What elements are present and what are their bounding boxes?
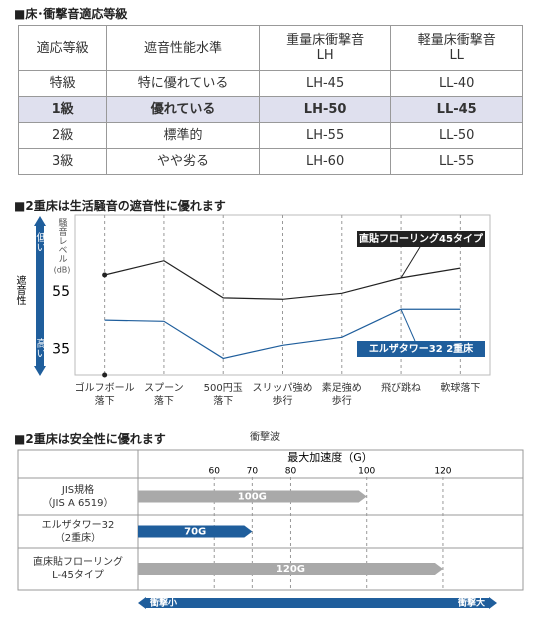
table-cell: LL-55 — [390, 148, 523, 175]
point — [102, 272, 108, 278]
axis-note: 遮音性 — [14, 274, 26, 306]
table-row: 特級 特に優れている LH-45 LL-40 — [17, 70, 523, 97]
table-cell: 特に優れている — [106, 70, 260, 97]
x-tick-label: 60 — [209, 467, 221, 477]
leader — [400, 309, 416, 342]
table-cell: LL-45 — [390, 96, 523, 123]
frame — [17, 449, 524, 591]
x-tick-label: 素足強め 歩行 — [321, 383, 362, 407]
grade-table: 適応等級 遮音性能水準 重量床衝撃音 LH 軽量床衝撃音 LL 特級 特に優れている LH-… — [17, 25, 523, 175]
x-tick-label: ゴルフボール 落下 — [74, 383, 135, 407]
row-label: エルザタワー32 （2重床） — [41, 519, 115, 544]
table-cell: 特級 — [17, 70, 108, 97]
bar — [138, 525, 253, 538]
y-label: 騒音レベル — [57, 218, 68, 263]
leader — [400, 246, 421, 279]
y-unit: (dB) — [54, 266, 71, 275]
table-cell: やや劣る — [106, 148, 260, 175]
section-title: ■2重床は生活騒音の遮音性に優れます — [14, 199, 226, 213]
table-cell: 標準的 — [106, 122, 260, 149]
x-tick-label: 120 — [434, 467, 451, 477]
row-label: 直床貼フローリング L-45タイプ — [33, 557, 123, 581]
table-cell: 優れている — [106, 96, 260, 123]
legend-label: エルザタワー32 2重床 — [369, 342, 474, 355]
table-cell: 1級 — [17, 96, 108, 123]
table-row: 1級 優れている LH-50 LL-45 — [17, 96, 523, 123]
table-row: 適応等級 遮音性能水準 重量床衝撃音 LH 軽量床衝撃音 LL — [17, 25, 523, 71]
series-line — [104, 260, 461, 300]
value-label: 100G — [238, 492, 267, 503]
table-cell: 重量床衝撃音 LH — [258, 25, 392, 71]
table-cell: LH-45 — [258, 70, 392, 97]
bar — [138, 490, 367, 503]
scale-low: 衝撃小 — [149, 597, 177, 609]
x-tick-label: 70 — [247, 467, 259, 477]
x-tick-label: スプーン 落下 — [144, 383, 184, 407]
y-tick-label: 55 — [52, 284, 70, 300]
table-cell: LL-50 — [390, 122, 523, 149]
table-cell: 3級 — [17, 148, 108, 175]
x-tick-label: 100 — [358, 467, 375, 477]
bottom-label: 高い — [34, 337, 46, 358]
axis-arrow — [34, 216, 46, 376]
table-cell: 遮音性能水準 — [106, 25, 260, 71]
table-cell: LH-50 — [258, 96, 392, 123]
x-tick-label: 軟球落下 — [440, 383, 481, 394]
table-cell: 適応等級 — [17, 25, 108, 71]
x-label: 最大加速度（G） — [287, 450, 373, 464]
value-label: 120G — [276, 564, 305, 575]
table-cell: LH-55 — [258, 122, 392, 149]
table-row: 2級 標準的 LH-55 LL-50 — [17, 122, 523, 149]
section-title: ■床･衝撃音適応等級 — [14, 7, 128, 21]
scale-high: 衝撃大 — [457, 597, 485, 609]
bar — [138, 563, 443, 575]
x-tick-label: 飛び跳ね — [381, 383, 422, 394]
top-label: 低い — [34, 232, 46, 252]
row-label: JIS規格 （JIS A 6519） — [42, 484, 114, 509]
legend-label: 直貼フローリング45タイプ — [359, 232, 484, 245]
legend-box — [357, 231, 485, 247]
legend-box — [357, 341, 485, 357]
x-tick-label: 80 — [285, 467, 297, 477]
value-label: 70G — [184, 527, 206, 538]
table-cell: LH-60 — [258, 148, 392, 175]
table-cell: LL-40 — [390, 70, 523, 97]
section-title: ■2重床は安全性に優れます — [14, 432, 166, 446]
table-cell: 軽量床衝撃音 LL — [390, 25, 523, 71]
x-tick-label: スリッパ強め 歩行 — [252, 383, 313, 407]
table-cell: 2級 — [17, 122, 108, 149]
subtitle: 衝撃波 — [250, 432, 280, 443]
axis-dot — [102, 372, 108, 378]
y-tick-label: 35 — [52, 341, 70, 357]
x-tick-label: 500円玉 落下 — [203, 383, 243, 407]
scale-arrow — [138, 597, 497, 609]
table-row: 3級 やや劣る LH-60 LL-55 — [17, 148, 523, 175]
